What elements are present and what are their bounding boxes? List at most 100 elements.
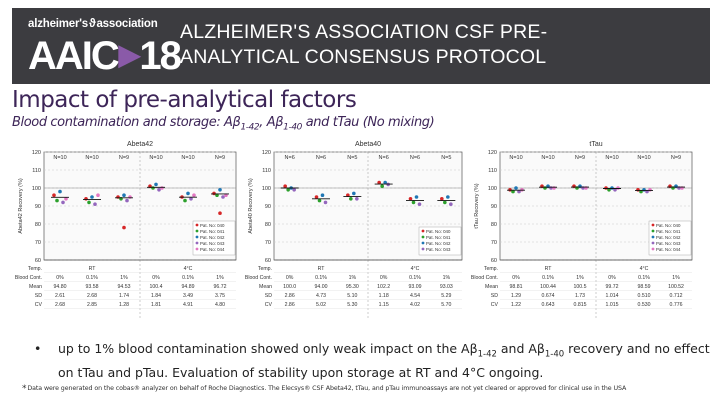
table-cell: 3.49: [183, 293, 193, 299]
table-cell: 94.00: [315, 284, 328, 290]
subtitle-sub2: 1-40: [283, 122, 302, 133]
table-cell: 0.643: [542, 302, 555, 308]
table-cell: 5.30: [347, 302, 357, 308]
table-cell: 1.73: [575, 293, 585, 299]
chart-panel-abeta42: Abeta42 60 70 80 90 100 110 120 Abeta42 Recovery…: [14, 138, 240, 334]
temp-group-label: RT: [545, 266, 553, 272]
subtitle-mid: , A: [259, 115, 276, 130]
data-point: [154, 182, 158, 187]
chart-title: Abeta42: [127, 141, 153, 148]
table-cell: 1.28: [119, 302, 129, 308]
subtitle-lead: Blood contamination and storage: A: [12, 115, 233, 130]
chart-panel-abeta40: Abeta40 60 70 80 90 100 110 120 Abeta40 Recovery…: [244, 138, 466, 334]
n-count-label: N=5: [441, 155, 451, 161]
table-cell: 2.68: [55, 302, 65, 308]
header-title: ALZHEIMER'S ASSOCIATION CSF PRE- ANALYTI…: [180, 20, 547, 70]
table-cell: 0%: [380, 275, 388, 281]
legend-marker: [651, 241, 655, 245]
legend-label: Pat. No: 044: [656, 247, 681, 252]
table-row-label: Blood Cont.: [471, 275, 498, 281]
table-row-label: Blood Cont.: [15, 275, 42, 281]
data-point: [383, 180, 387, 185]
legend-marker: [195, 235, 199, 239]
table-cell: 2.68: [87, 293, 97, 299]
table-cell: 100.0: [283, 284, 296, 290]
data-point: [610, 186, 614, 190]
y-tick-label: 110: [488, 168, 497, 174]
table-cell: 2.85: [87, 302, 97, 308]
subtitle-sub1: 1-42: [240, 122, 260, 133]
legend-label: Pat. No: 043: [426, 247, 451, 252]
legend-box: [648, 220, 692, 256]
data-point: [411, 200, 416, 205]
table-cell: 1.29: [511, 293, 521, 299]
y-tick-label: 100: [32, 186, 41, 192]
y-tick-label: 110: [32, 168, 41, 174]
legend-label: Pat. No: 041: [200, 229, 225, 234]
y-axis-label: Abeta42 Recovery (%): [18, 178, 24, 233]
y-tick-label: 60: [265, 258, 271, 264]
bullet-sub1: 1-42: [477, 349, 497, 360]
footnote: *Data were generated on the cobas® analy…: [22, 384, 626, 394]
data-point: [183, 198, 187, 203]
y-axis-label: Abeta40 Recovery (%): [248, 178, 254, 233]
data-point: [323, 200, 328, 205]
table-cell: 93.03: [440, 284, 453, 290]
n-count-label: N=10: [605, 155, 618, 161]
data-point: [414, 195, 419, 199]
y-tick-label: 120: [488, 150, 497, 156]
n-count-label: N=6: [285, 155, 295, 161]
data-point: [440, 197, 444, 201]
table-cell: 1.015: [606, 302, 619, 308]
header-title-line2: ANALYTICAL CONSENSUS PROTOCOL: [180, 46, 547, 68]
n-count-label: N=9: [215, 155, 225, 161]
y-tick-label: 80: [265, 222, 271, 228]
data-point: [380, 184, 384, 188]
table-cell: 0.1%: [542, 275, 554, 281]
bullet-sub2: 1-40: [544, 349, 565, 360]
table-cell: 100.52: [668, 284, 684, 290]
data-point: [355, 197, 359, 201]
data-point: [96, 193, 100, 197]
table-cell: 99.72: [606, 284, 619, 290]
table-cell: 0.1%: [182, 275, 194, 281]
footnote-text: Data were generated on the cobas® analyz…: [27, 385, 627, 392]
data-point: [55, 198, 59, 203]
table-cell: 1%: [576, 275, 584, 281]
legend-marker: [651, 223, 655, 227]
data-point: [218, 188, 222, 192]
table-cell: 0.712: [670, 293, 683, 299]
subtitle-tail: and tTau (No mixing): [301, 115, 435, 130]
table-row-label: Temp.: [484, 266, 498, 272]
legend-marker: [421, 247, 425, 251]
table-cell: 0.815: [574, 302, 587, 308]
temp-group-label: 4°C: [640, 266, 649, 272]
table-row-label: CV: [265, 302, 273, 308]
data-point: [648, 188, 652, 192]
y-tick-label: 60: [491, 258, 497, 264]
legend-marker: [421, 235, 425, 239]
temp-group-label: 4°C: [411, 266, 420, 272]
legend-marker: [651, 247, 655, 251]
legend-marker: [421, 229, 425, 233]
table-row-label: Blood Cont.: [245, 275, 272, 281]
table-cell: 1%: [216, 275, 224, 281]
table-cell: 0.776: [670, 302, 683, 308]
table-cell: 0%: [512, 275, 520, 281]
n-count-label: N=6: [379, 155, 389, 161]
data-point: [408, 197, 413, 201]
table-cell: 100.4: [150, 284, 163, 290]
table-cell: 5.10: [347, 293, 357, 299]
table-row-label: SD: [35, 293, 42, 299]
table-cell: 93.09: [409, 284, 422, 290]
bullet-text-part3: recovery and no effect on tTau and pTau.…: [58, 341, 710, 380]
header-bar: alzheimer'sϑassociation AAIC▶18 ALZHEIME…: [12, 8, 710, 84]
data-point: [377, 180, 381, 185]
y-tick-label: 100: [262, 186, 271, 192]
conference-year: 18: [139, 34, 181, 78]
data-point: [443, 200, 447, 205]
y-tick-label: 70: [35, 240, 41, 246]
temp-group-label: RT: [89, 266, 97, 272]
table-row-label: CV: [35, 302, 43, 308]
table-cell: 94.80: [54, 284, 67, 290]
